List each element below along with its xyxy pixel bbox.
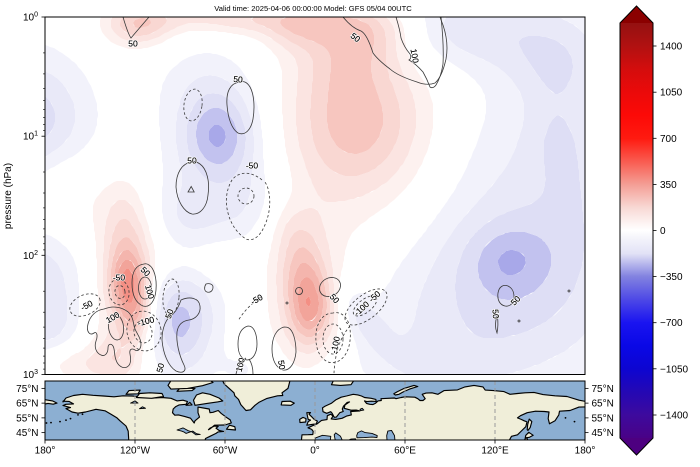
svg-text:45°N: 45°N <box>592 428 614 439</box>
svg-text:120°W: 120°W <box>120 446 151 457</box>
svg-text:75°N: 75°N <box>592 384 614 395</box>
svg-text:100: 100 <box>143 284 156 301</box>
svg-text:50: 50 <box>233 74 244 85</box>
svg-text:55°N: 55°N <box>16 413 38 424</box>
svg-text:50: 50 <box>187 155 197 165</box>
svg-text:45°N: 45°N <box>16 428 38 439</box>
svg-text:350: 350 <box>660 180 677 191</box>
svg-text:60°W: 60°W <box>213 446 238 457</box>
svg-text:-50: -50 <box>113 272 126 282</box>
svg-text:65°N: 65°N <box>16 399 38 410</box>
svg-text:-100: -100 <box>329 335 342 354</box>
svg-text:50: 50 <box>187 155 197 165</box>
svg-text:pressure (hPa): pressure (hPa) <box>3 163 14 229</box>
svg-text:50: 50 <box>490 309 501 320</box>
svg-text:50: 50 <box>154 362 166 374</box>
svg-text:60°E: 60°E <box>394 446 416 457</box>
svg-text:50: 50 <box>233 74 244 85</box>
svg-text:−700: −700 <box>660 318 683 329</box>
svg-text:100: 100 <box>234 356 247 373</box>
svg-text:100: 100 <box>409 48 421 64</box>
svg-text:50: 50 <box>163 307 176 320</box>
svg-text:700: 700 <box>660 134 677 145</box>
svg-text:50: 50 <box>276 359 288 370</box>
svg-text:0°: 0° <box>310 446 320 457</box>
svg-text:−1400: −1400 <box>660 411 689 422</box>
svg-text:-50: -50 <box>246 160 259 170</box>
svg-text:120°E: 120°E <box>481 446 509 457</box>
svg-text:−350: −350 <box>660 272 683 283</box>
svg-text:-100: -100 <box>136 314 155 328</box>
svg-text:50: 50 <box>154 362 166 374</box>
svg-text:50: 50 <box>490 309 501 320</box>
svg-text:-50: -50 <box>113 272 126 282</box>
svg-text:50: 50 <box>163 307 176 320</box>
svg-text:75°N: 75°N <box>16 384 38 395</box>
svg-text:1400: 1400 <box>660 42 683 53</box>
svg-text:−1050: −1050 <box>660 364 689 375</box>
svg-text:50: 50 <box>276 359 288 370</box>
svg-text:180°: 180° <box>575 446 596 457</box>
svg-text:0: 0 <box>660 226 666 237</box>
svg-text:-100: -100 <box>329 335 342 354</box>
svg-text:55°N: 55°N <box>592 413 614 424</box>
svg-text:1050: 1050 <box>660 88 683 99</box>
svg-text:180°: 180° <box>35 446 56 457</box>
svg-text:100: 100 <box>143 284 156 301</box>
svg-text:50: 50 <box>128 38 138 48</box>
svg-text:-50: -50 <box>246 160 259 170</box>
svg-text:100: 100 <box>409 48 421 64</box>
svg-text:50: 50 <box>128 38 138 48</box>
svg-text:100: 100 <box>234 356 247 373</box>
svg-text:65°N: 65°N <box>592 399 614 410</box>
svg-text:Valid time: 2025-04-06 00:00:0: Valid time: 2025-04-06 00:00:00 Model: G… <box>214 4 412 13</box>
